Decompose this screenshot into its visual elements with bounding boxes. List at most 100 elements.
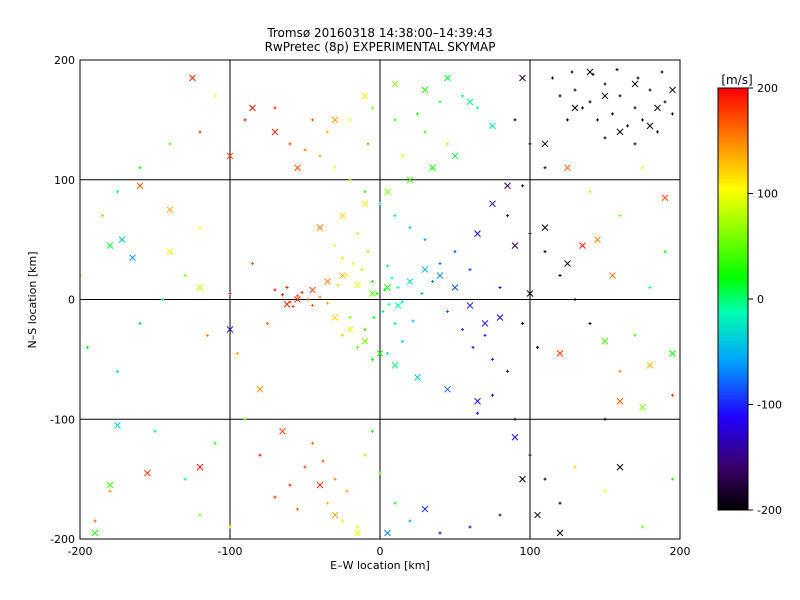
data-point-plus xyxy=(396,286,400,290)
data-point-plus xyxy=(306,298,310,301)
data-point-plus xyxy=(401,339,404,343)
data-point-cross xyxy=(534,511,541,519)
data-point-plus xyxy=(326,501,329,505)
data-point-plus xyxy=(588,190,592,194)
data-point-plus xyxy=(326,301,329,305)
data-point-plus xyxy=(168,142,172,146)
data-point-cross xyxy=(376,350,384,357)
data-point-cross xyxy=(384,188,391,196)
data-point-plus xyxy=(213,94,217,98)
data-point-plus xyxy=(371,357,374,361)
data-point-cross xyxy=(594,236,601,243)
data-point-plus xyxy=(198,513,202,517)
data-point-cross xyxy=(466,98,474,106)
data-point-plus xyxy=(416,112,419,116)
data-point-plus xyxy=(363,327,367,331)
data-point-cross xyxy=(421,86,429,94)
data-point-plus xyxy=(573,465,577,469)
data-point-plus xyxy=(281,293,284,297)
data-point-plus xyxy=(311,441,314,445)
data-point-cross xyxy=(391,362,399,369)
data-point-cross xyxy=(541,140,549,148)
data-point-plus xyxy=(423,130,427,134)
data-point-cross xyxy=(144,469,151,477)
data-point-plus xyxy=(371,106,374,110)
data-point-cross xyxy=(316,224,324,232)
data-point-plus xyxy=(345,489,349,493)
data-point-cross xyxy=(283,300,291,308)
data-point-plus xyxy=(570,70,574,74)
x-tick-label: 0 xyxy=(377,545,384,558)
data-point-plus xyxy=(498,286,502,290)
data-point-plus xyxy=(528,142,532,146)
data-point-plus xyxy=(521,184,524,188)
data-point-plus xyxy=(198,130,202,134)
data-point-plus xyxy=(206,333,209,337)
data-point-plus xyxy=(603,489,607,493)
data-point-plus xyxy=(296,507,299,511)
data-point-plus xyxy=(341,256,344,260)
data-point-plus xyxy=(258,453,262,457)
data-point-cross xyxy=(279,427,286,435)
data-point-plus xyxy=(291,305,295,309)
data-point-plus xyxy=(521,321,524,325)
data-point-plus xyxy=(273,495,277,499)
data-point-plus xyxy=(348,315,352,319)
data-point-cross xyxy=(616,463,624,471)
data-point-cross xyxy=(414,373,421,381)
data-point-plus xyxy=(393,214,397,218)
x-axis-label: E–W location [km] xyxy=(330,559,430,572)
data-point-plus xyxy=(446,142,449,146)
y-axis-label: N–S location [km] xyxy=(26,251,39,348)
data-point-cross xyxy=(166,206,174,214)
data-point-plus xyxy=(648,286,652,290)
data-point-cross xyxy=(406,176,414,184)
data-point-plus xyxy=(273,288,277,292)
data-point-plus xyxy=(615,68,619,72)
data-point-plus xyxy=(438,262,442,266)
data-point-cross xyxy=(406,278,414,285)
data-point-plus xyxy=(528,453,532,457)
y-tick-label: 0 xyxy=(68,294,75,307)
data-point-cross xyxy=(631,80,639,88)
data-point-cross xyxy=(429,164,436,172)
data-point-cross xyxy=(361,92,369,100)
data-point-plus xyxy=(476,411,479,415)
y-tick-label: -200 xyxy=(50,533,75,546)
data-point-plus xyxy=(333,477,337,481)
data-point-cross xyxy=(564,164,571,172)
data-point-plus xyxy=(243,417,247,421)
data-point-cross xyxy=(226,326,234,333)
data-point-plus xyxy=(588,321,592,325)
data-point-plus xyxy=(360,268,364,272)
data-point-plus xyxy=(348,118,352,122)
data-point-plus xyxy=(558,94,562,98)
data-point-plus xyxy=(101,214,104,218)
data-point-plus xyxy=(86,345,89,349)
data-point-plus xyxy=(543,250,547,254)
data-point-cross xyxy=(436,272,444,279)
data-point-cross xyxy=(331,314,339,321)
data-point-plus xyxy=(251,262,254,266)
data-point-plus xyxy=(603,82,607,86)
data-point-plus xyxy=(656,130,659,134)
data-point-cross xyxy=(354,529,361,537)
data-point-cross xyxy=(394,302,402,309)
data-point-plus xyxy=(288,142,292,146)
grid-lines xyxy=(80,60,680,539)
data-point-plus xyxy=(498,513,502,517)
data-point-plus xyxy=(663,250,667,254)
data-point-plus xyxy=(408,226,412,230)
data-point-plus xyxy=(401,154,404,158)
colorbar-tick-label: 100 xyxy=(757,188,778,201)
data-point-plus xyxy=(311,118,314,122)
data-point-plus xyxy=(341,333,344,337)
data-point-cross xyxy=(331,116,339,124)
data-point-plus xyxy=(296,294,299,298)
data-point-plus xyxy=(633,333,637,337)
data-point-plus xyxy=(461,327,464,331)
data-point-plus xyxy=(581,106,584,110)
data-point-cross xyxy=(489,122,496,130)
data-point-plus xyxy=(411,319,415,323)
